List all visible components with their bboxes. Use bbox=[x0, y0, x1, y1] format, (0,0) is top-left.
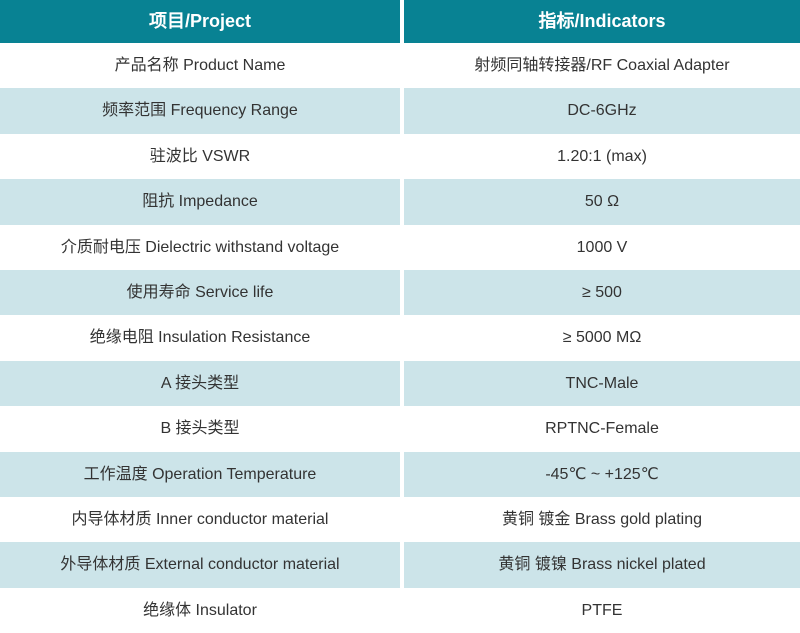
cell-indicator: PTFE bbox=[404, 587, 800, 633]
cell-indicator: -45℃ ~ +125℃ bbox=[404, 451, 800, 497]
table-row: 绝缘体 Insulator PTFE bbox=[0, 587, 800, 633]
cell-project: 阻抗 Impedance bbox=[0, 179, 400, 225]
cell-indicator: DC-6GHz bbox=[404, 88, 800, 134]
cell-indicator: ≥ 500 bbox=[404, 269, 800, 316]
cell-project: 使用寿命 Service life bbox=[0, 269, 400, 316]
table-row: 使用寿命 Service life ≥ 500 bbox=[0, 269, 800, 316]
cell-project: A 接头类型 bbox=[0, 360, 400, 407]
table-row: 阻抗 Impedance 50 Ω bbox=[0, 179, 800, 225]
cell-indicator: ≥ 5000 MΩ bbox=[404, 315, 800, 361]
table-row: B 接头类型 RPTNC-Female bbox=[0, 406, 800, 452]
cell-project: 产品名称 Product Name bbox=[0, 43, 400, 89]
cell-project: 内导体材质 Inner conductor material bbox=[0, 496, 400, 543]
cell-project: 介质耐电压 Dielectric withstand voltage bbox=[0, 224, 400, 270]
header-cell-indicator: 指标/Indicators bbox=[404, 0, 800, 43]
cell-indicator: 射频同轴转接器/RF Coaxial Adapter bbox=[404, 43, 800, 89]
cell-indicator: 黄铜 镀金 Brass gold plating bbox=[404, 496, 800, 543]
table-row: 介质耐电压 Dielectric withstand voltage 1000 … bbox=[0, 224, 800, 270]
table-header-row: 项目/Project 指标/Indicators bbox=[0, 0, 800, 43]
table-row: A 接头类型 TNC-Male bbox=[0, 360, 800, 407]
table-row: 工作温度 Operation Temperature -45℃ ~ +125℃ bbox=[0, 451, 800, 497]
cell-project: 绝缘电阻 Insulation Resistance bbox=[0, 315, 400, 361]
cell-indicator: TNC-Male bbox=[404, 360, 800, 407]
cell-indicator: 50 Ω bbox=[404, 179, 800, 225]
table-row: 绝缘电阻 Insulation Resistance ≥ 5000 MΩ bbox=[0, 315, 800, 361]
cell-indicator: 黄铜 镀镍 Brass nickel plated bbox=[404, 542, 800, 588]
cell-project: B 接头类型 bbox=[0, 406, 400, 452]
cell-indicator: RPTNC-Female bbox=[404, 406, 800, 452]
cell-indicator: 1000 V bbox=[404, 224, 800, 270]
table-row: 频率范围 Frequency Range DC-6GHz bbox=[0, 88, 800, 134]
header-cell-project: 项目/Project bbox=[0, 0, 400, 43]
table-row: 驻波比 VSWR 1.20:1 (max) bbox=[0, 133, 800, 180]
cell-project: 驻波比 VSWR bbox=[0, 133, 400, 180]
cell-indicator: 1.20:1 (max) bbox=[404, 133, 800, 180]
cell-project: 外导体材质 External conductor material bbox=[0, 542, 400, 588]
cell-project: 绝缘体 Insulator bbox=[0, 587, 400, 633]
cell-project: 工作温度 Operation Temperature bbox=[0, 451, 400, 497]
table-row: 外导体材质 External conductor material 黄铜 镀镍 … bbox=[0, 542, 800, 588]
cell-project: 频率范围 Frequency Range bbox=[0, 88, 400, 134]
table-row: 产品名称 Product Name 射频同轴转接器/RF Coaxial Ada… bbox=[0, 43, 800, 89]
table-row: 内导体材质 Inner conductor material 黄铜 镀金 Bra… bbox=[0, 496, 800, 543]
